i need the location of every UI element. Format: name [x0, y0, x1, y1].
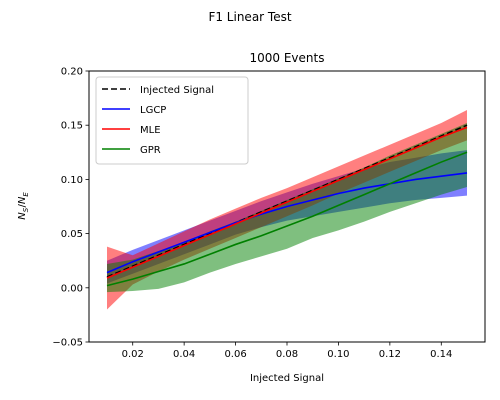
- x-tick-label: 0.04: [173, 349, 195, 360]
- y-axis-label: NS /NE: [17, 192, 30, 220]
- y-tick-label: 0.10: [61, 175, 83, 186]
- figure-suptitle: F1 Linear Test: [208, 10, 291, 24]
- y-tick-label: 0.00: [61, 283, 83, 294]
- x-tick-label: 0.06: [224, 349, 246, 360]
- legend-box: [95, 76, 249, 165]
- y-tick-label: 0.05: [61, 229, 83, 240]
- confidence-bands: [107, 110, 467, 310]
- injected-signal-line: [106, 124, 468, 278]
- x-tick-label: 0.14: [430, 349, 452, 360]
- legend-label-injected-signal: Injected Signal: [140, 85, 214, 96]
- y-tick-label: 0.15: [61, 121, 83, 132]
- x-tick-label: 0.10: [327, 349, 349, 360]
- axes-title: 1000 Events: [250, 51, 325, 65]
- y-tick-label: 0.20: [61, 67, 83, 78]
- x-tick-label: 0.02: [122, 349, 144, 360]
- x-tick-label: 0.12: [379, 349, 401, 360]
- y-axis: −0.05 0.00 0.05 0.10 0.15 0.20: [52, 67, 89, 349]
- legend-label-lgcp: LGCP: [140, 105, 166, 116]
- series-lines: [106, 124, 468, 287]
- gpr-band: [107, 123, 467, 293]
- x-tick-label: 0.08: [276, 349, 298, 360]
- y-tick-label: −0.05: [52, 338, 83, 349]
- legend-label-gpr: GPR: [140, 145, 161, 156]
- legend-label-mle: MLE: [140, 125, 161, 136]
- x-axis: 0.02 0.04 0.06 0.08 0.10 0.12 0.14: [122, 342, 452, 360]
- legend: Injected Signal LGCP MLE GPR: [95, 76, 249, 165]
- x-axis-label: Injected Signal: [250, 373, 324, 384]
